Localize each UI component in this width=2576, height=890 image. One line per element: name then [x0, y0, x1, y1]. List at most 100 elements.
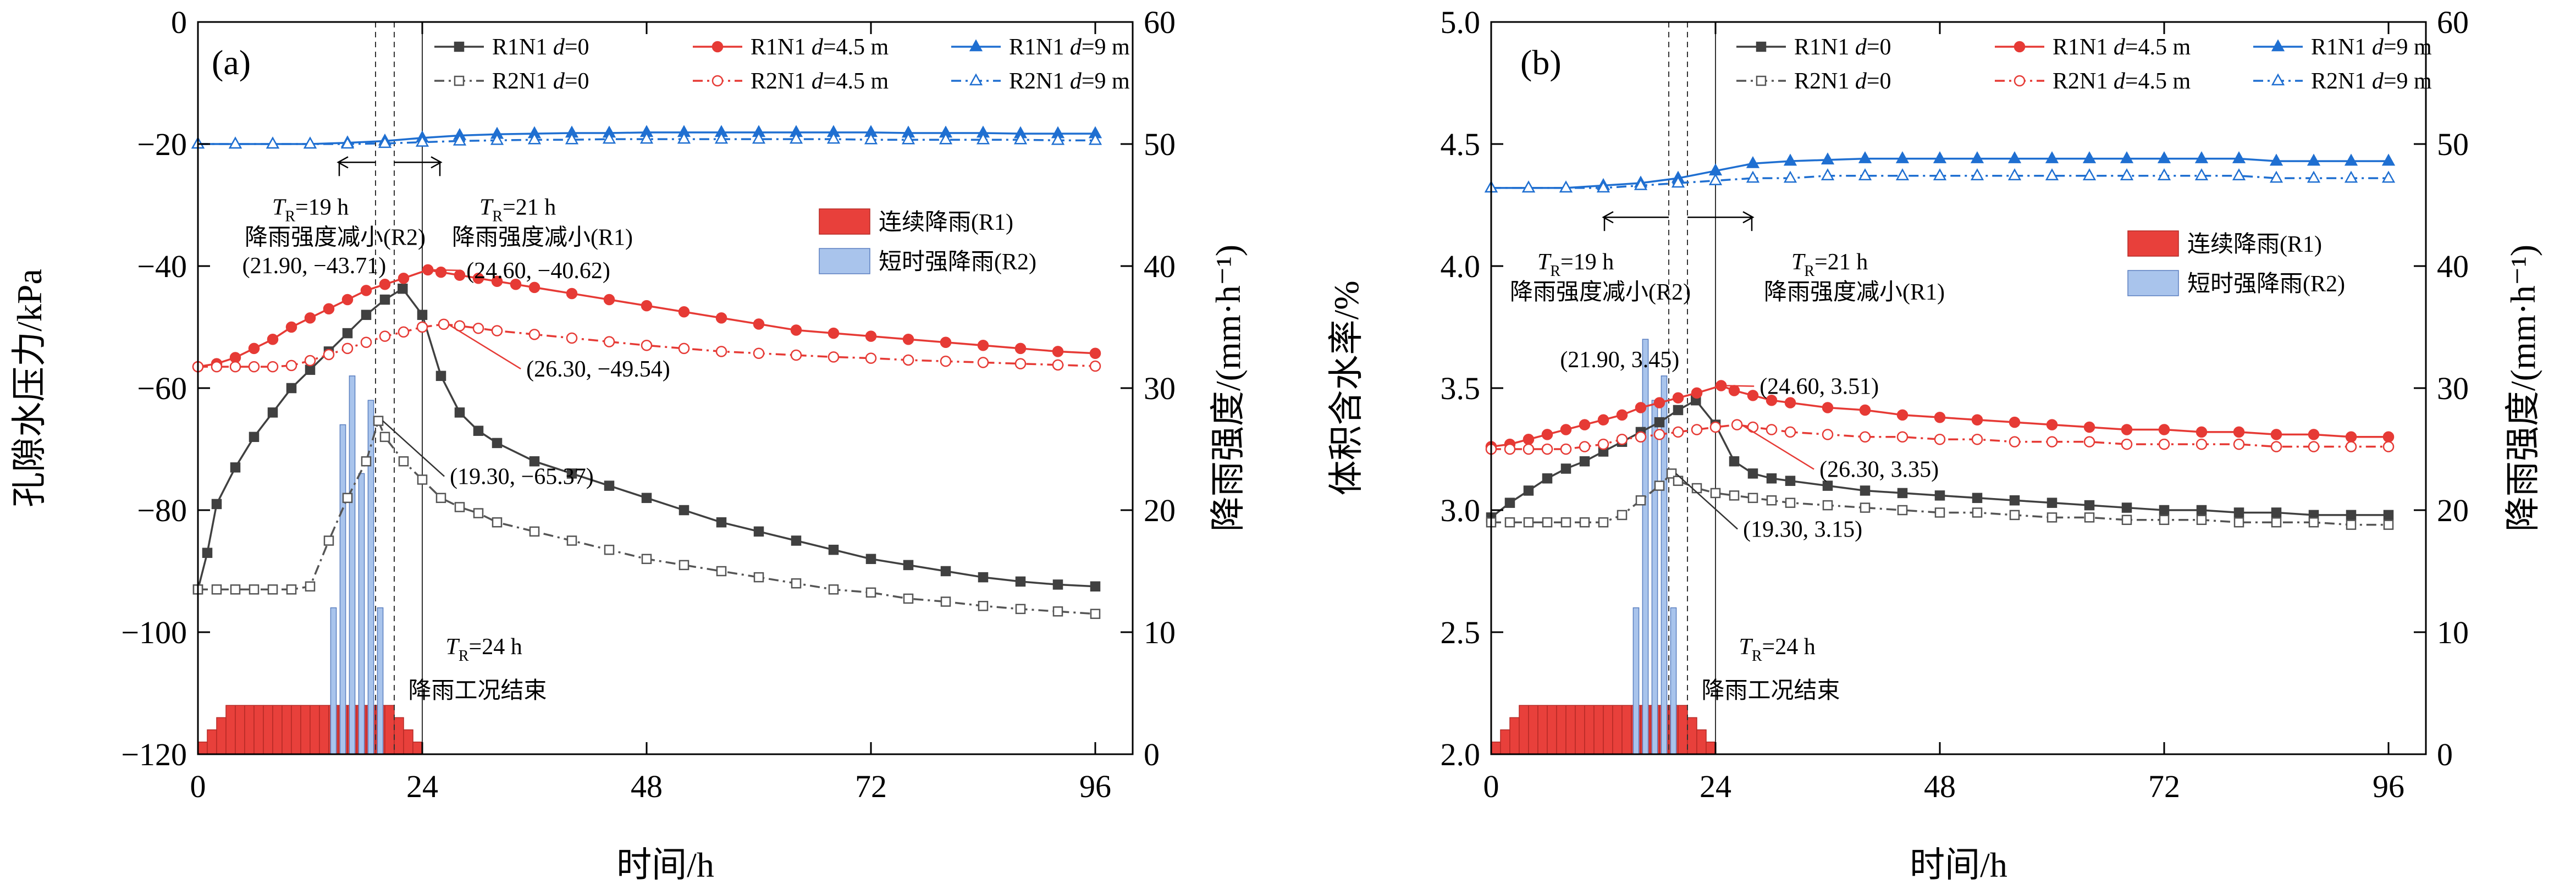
rain-bar-r1 — [384, 705, 395, 755]
data-point — [978, 601, 989, 611]
y2-tick-label: 50 — [1144, 126, 1176, 162]
rainfall-bars — [197, 375, 423, 755]
legend-label: R1N1 d=0 — [492, 35, 589, 60]
rain-bar-r1 — [1491, 742, 1501, 755]
point-label: (24.60, −40.62) — [466, 258, 610, 284]
data-point — [454, 502, 465, 512]
data-point — [1784, 397, 1796, 408]
point-leader-line — [382, 420, 445, 477]
panel-b: 0 24 48 72 96 2.0 2.5 3.0 3.5 4.0 4.5 5.0 0 10 20 30 40 5… — [1327, 4, 2542, 885]
data-point — [1052, 346, 1064, 357]
rain-bar-r2 — [330, 607, 337, 755]
data-point — [1972, 493, 1983, 504]
data-point — [1654, 417, 1665, 428]
data-point — [639, 131, 654, 144]
legend-swatch-marker — [2014, 41, 2026, 53]
legend-label: R1N1 d=0 — [1794, 35, 1891, 60]
legend-label: R2N1 d=0 — [1794, 69, 1891, 94]
data-point — [1542, 473, 1553, 484]
data-point — [379, 432, 390, 443]
rain-bar-r1 — [282, 705, 292, 755]
data-point — [2196, 438, 2208, 450]
data-point — [230, 462, 241, 473]
data-point — [323, 535, 334, 546]
y2-tick-label: 10 — [2437, 615, 2469, 650]
rain-bar-r1 — [412, 742, 423, 755]
panel-label: (a) — [212, 43, 251, 82]
data-point — [286, 584, 297, 595]
data-point — [1709, 421, 1722, 433]
legend-swatch-marker — [2271, 39, 2285, 52]
y2-tick-label: 0 — [2437, 737, 2453, 772]
data-point — [826, 131, 841, 144]
rain-legend-swatch — [819, 248, 870, 274]
data-point — [1635, 431, 1647, 443]
data-point — [2158, 438, 2170, 450]
data-point — [1691, 424, 1703, 435]
data-point — [753, 318, 765, 330]
data-point — [1821, 152, 1835, 165]
data-point — [2271, 507, 2282, 518]
data-point — [1785, 476, 1796, 486]
rain-bar-r2 — [1632, 607, 1640, 755]
data-point — [415, 135, 429, 147]
data-point — [1729, 490, 1740, 501]
data-point — [865, 554, 876, 565]
data-point — [2233, 438, 2245, 450]
point-label: (26.30, −49.54) — [526, 357, 670, 382]
data-point — [715, 312, 727, 324]
y-tick-label: 2.5 — [1441, 615, 1481, 650]
data-point — [828, 327, 840, 339]
x-tick-label: 72 — [2148, 769, 2180, 804]
data-point — [229, 352, 241, 363]
point-leader-line — [1741, 424, 1814, 470]
data-point — [602, 131, 616, 144]
data-point — [2308, 517, 2319, 528]
data-point — [267, 584, 278, 595]
data-point — [1822, 480, 1833, 491]
data-point — [1523, 517, 1534, 528]
data-point — [1746, 156, 1760, 168]
rain-bar-r1 — [291, 705, 301, 755]
data-point — [791, 578, 802, 589]
series-line — [197, 287, 1096, 590]
data-point — [1597, 414, 1609, 425]
x-tick-label: 48 — [631, 769, 663, 804]
data-point — [902, 354, 914, 366]
data-point — [1971, 433, 1983, 445]
data-point — [305, 581, 316, 592]
data-point — [229, 361, 241, 373]
legend-swatch-marker — [454, 41, 465, 52]
data-point — [2270, 429, 2282, 440]
data-point — [305, 364, 316, 375]
data-point — [678, 306, 690, 318]
data-point — [472, 272, 484, 284]
data-point — [1728, 385, 1740, 396]
y2-axis-label: 降雨强度/(mm·h⁻¹) — [2503, 245, 2542, 532]
rain-bar-r2 — [349, 375, 356, 755]
point-label: (21.90, −43.71) — [242, 253, 387, 279]
data-point — [1747, 421, 1759, 433]
legend-swatch-marker — [1756, 75, 1767, 86]
rain-bar-r1 — [1500, 729, 1510, 755]
x-tick-label: 48 — [1924, 769, 1956, 804]
end-annotation-subtext: 降雨工况结束 — [409, 678, 547, 704]
data-point — [1616, 409, 1628, 421]
data-point — [435, 371, 446, 382]
y-axis-label: 体积含水率/% — [1327, 280, 1366, 495]
data-point — [2269, 170, 2283, 183]
data-point — [379, 330, 391, 342]
data-point — [228, 136, 242, 149]
data-point — [342, 328, 353, 339]
x-tick-label: 0 — [1483, 769, 1499, 804]
data-point — [1090, 581, 1101, 592]
annotation-text: TR=19 h — [272, 195, 349, 225]
y2-tick-label: 40 — [1144, 248, 1176, 284]
data-point — [435, 266, 447, 278]
data-point — [1747, 468, 1758, 479]
data-point — [716, 566, 727, 577]
data-point — [1617, 510, 1628, 521]
data-point — [1933, 168, 1947, 180]
data-point — [2196, 515, 2207, 526]
data-point — [1671, 175, 1685, 188]
